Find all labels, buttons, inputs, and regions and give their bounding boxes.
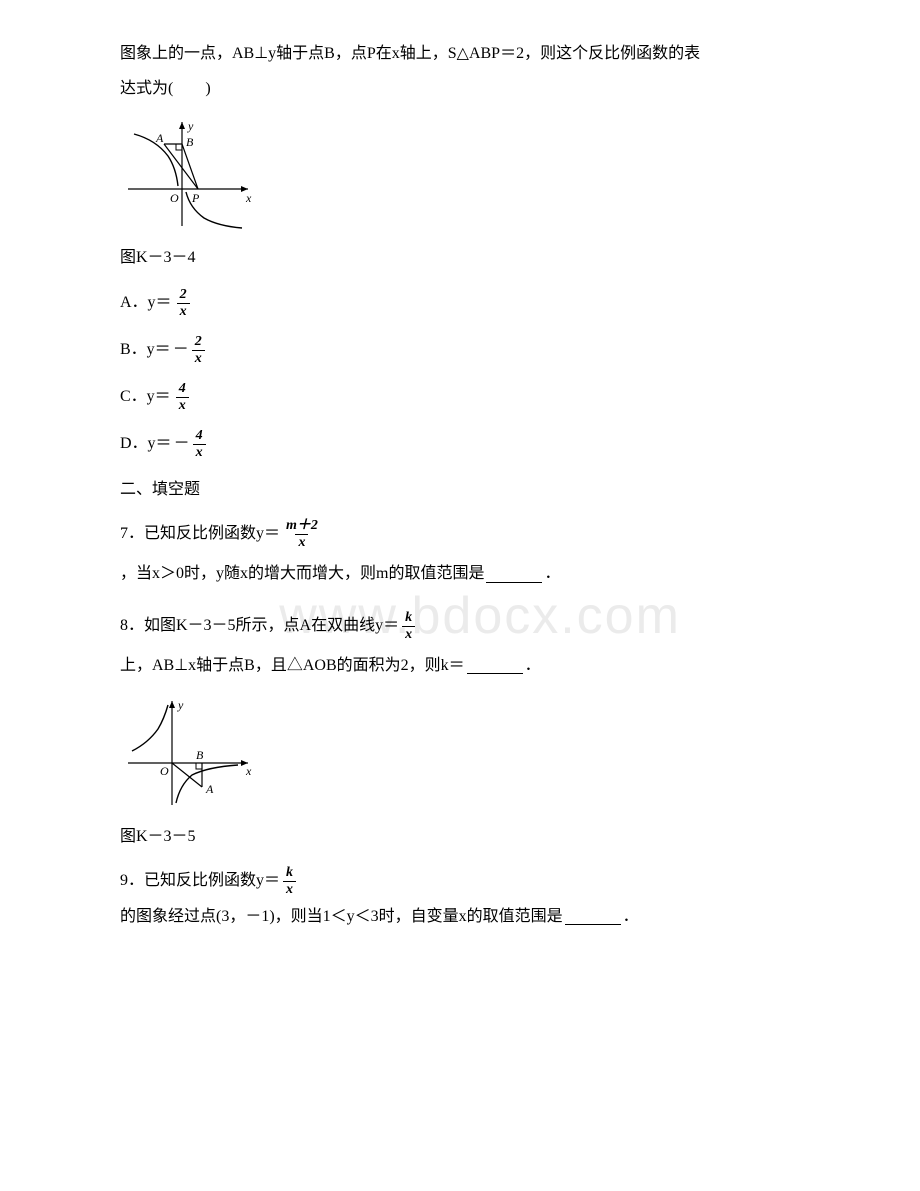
q9-part2b: ． [623,903,639,932]
axis-x-label-2: x [245,764,252,778]
question-8-line2: 上，AB⊥x轴于点B，且△AOB的面积为2，则k＝ ． [120,652,800,681]
option-c-frac: 4 x [176,382,189,413]
axis-y-label: y [187,119,194,133]
axis-y-label-2: y [177,698,184,712]
axis-x-label: x [245,191,252,205]
option-b: B．y＝ － 2 x [120,335,800,366]
point-a-label-2: A [205,782,214,796]
q9-part1: 9．已知反比例函数y＝ [120,867,280,896]
option-d: D．y＝ － 4 x [120,429,800,460]
option-c-den: x [176,397,189,413]
option-b-num: 2 [192,335,205,350]
option-d-den: x [193,444,206,460]
q9-part2a: 的图象经过点(3，－1)，则当1＜y＜3时，自变量x的取值范围是 [120,903,563,932]
origin-label-2: O [160,764,169,778]
section-2-title: 二、填空题 [120,476,800,505]
option-b-prefix: B．y＝ [120,336,171,365]
option-a-prefix: A．y＝ [120,289,172,318]
q7-den: x [295,534,308,550]
q7-frac: m＋2 x [283,519,321,550]
question-7-line1: 7．已知反比例函数y＝ m＋2 x [120,519,800,550]
figure-k35: y x O B A [120,693,800,813]
q8-den: x [402,626,415,642]
question-9-line1: 9．已知反比例函数y＝ k x [120,866,800,897]
point-p-label: P [191,191,200,205]
option-d-frac: 4 x [193,429,206,460]
q7-blank [486,567,542,583]
q9-den: x [283,881,296,897]
option-c-num: 4 [176,382,189,397]
q9-num: k [283,866,296,881]
option-d-prefix: D．y＝ [120,430,172,459]
option-a-frac: 2 x [177,288,190,319]
page-content: 图象上的一点，AB⊥y轴于点B，点P在x轴上，S△ABP＝2，则这个反比例函数的… [120,40,800,931]
figure-k34: y x O A B P [120,114,800,234]
option-a: A．y＝ 2 x [120,288,800,319]
q8-blank [467,658,523,674]
figure-k34-svg: y x O A B P [120,114,260,234]
point-a-label: A [155,131,164,145]
q8-frac: k x [402,611,415,642]
question-9-line2: 的图象经过点(3，－1)，则当1＜y＜3时，自变量x的取值范围是 ． [120,903,800,932]
option-b-frac: 2 x [192,335,205,366]
option-c: C．y＝ 4 x [120,382,800,413]
q7-part2b: ． [544,560,560,589]
q7-part1: 7．已知反比例函数y＝ [120,520,280,549]
figure-k34-label: 图K－3－4 [120,244,800,273]
q8-num: k [402,611,415,626]
question-8-line1: 8．如图K－3－5所示，点A在双曲线y＝ k x [120,611,800,642]
q7-num: m＋2 [283,519,321,534]
option-b-den: x [192,350,205,366]
option-d-num: 4 [193,429,206,444]
option-d-neg: － [174,430,190,459]
figure-k35-svg: y x O B A [120,693,260,813]
q9-frac: k x [283,866,296,897]
point-b-label: B [186,135,194,149]
point-b-label-2: B [196,748,204,762]
option-a-den: x [177,303,190,319]
origin-label: O [170,191,179,205]
q7-part2a: ，当x＞0时，y随x的增大而增大，则m的取值范围是 [120,560,484,589]
q8-part2b: ． [525,652,541,681]
q8-part2a: 上，AB⊥x轴于点B，且△AOB的面积为2，则k＝ [120,652,465,681]
q8-part1: 8．如图K－3－5所示，点A在双曲线y＝ [120,612,399,641]
option-b-neg: － [173,336,189,365]
option-c-prefix: C．y＝ [120,383,171,412]
question-7-line2: ，当x＞0时，y随x的增大而增大，则m的取值范围是 ． [120,560,800,589]
q9-blank [565,909,621,925]
option-a-num: 2 [177,288,190,303]
intro-line1: 图象上的一点，AB⊥y轴于点B，点P在x轴上，S△ABP＝2，则这个反比例函数的… [120,40,800,69]
intro-line2: 达式为( ) [120,75,800,104]
figure-k35-label: 图K－3－5 [120,823,800,852]
